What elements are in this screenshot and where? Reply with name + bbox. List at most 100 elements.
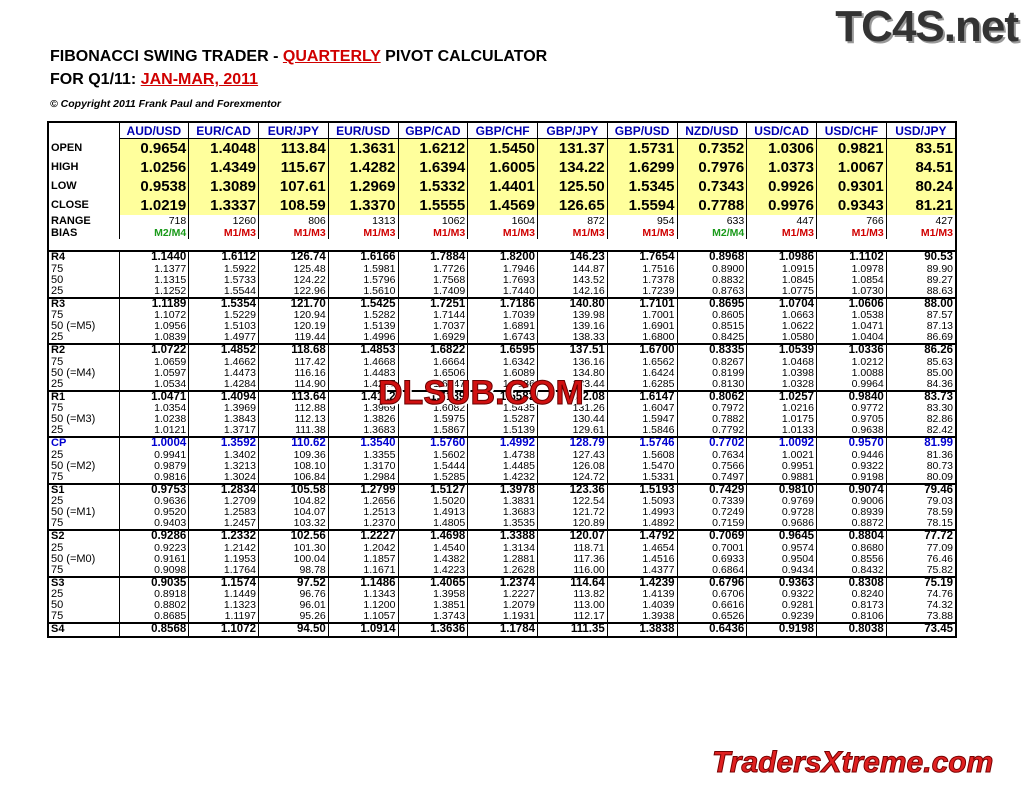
level-cell: 81.36 xyxy=(885,449,957,461)
level-cell: 0.7882 xyxy=(676,414,748,425)
level-cell: 1.2227 xyxy=(467,589,538,600)
table-row: HIGH 1.0256 1.4349 115.67 1.4282 1.6394 1.6005… xyxy=(47,158,957,177)
bias-cell: M1/M3 xyxy=(606,227,678,239)
level-cell: 1.0354 xyxy=(118,403,190,414)
level-cell: 120.89 xyxy=(537,518,608,530)
level-cell: 89.27 xyxy=(885,274,957,286)
level-cell: 0.9574 xyxy=(746,542,817,554)
level-cell: 0.8515 xyxy=(676,321,748,332)
level-cell: 0.9753 xyxy=(118,482,190,496)
price-cell: 0.9343 xyxy=(816,196,887,215)
level-cell: 1.0538 xyxy=(816,310,887,321)
subtitle-part: FOR Q1/11: xyxy=(50,71,137,88)
level-cell: 1.3958 xyxy=(397,589,469,600)
level-cell: 1.5922 xyxy=(188,263,259,275)
price-cell: 1.5450 xyxy=(467,138,538,158)
level-cell: 85.00 xyxy=(885,367,957,379)
level-cell: 85.63 xyxy=(885,356,957,368)
level-cell: 0.8804 xyxy=(816,529,887,543)
level-cell: 117.42 xyxy=(258,356,329,368)
table-row: 25 0.8918 1.1449 96.76 1.1343 1.3958 1.2227 113… xyxy=(47,589,957,600)
level-cell: 75.19 xyxy=(885,575,957,589)
level-cell: 1.4662 xyxy=(188,356,259,368)
level-cell: 1.0471 xyxy=(118,389,190,403)
table-row: 50 (=M2) 0.9879 1.3213 108.10 1.3170 1.5444 1.… xyxy=(47,460,957,472)
level-cell: 1.0956 xyxy=(118,321,190,332)
level-cell: 130.44 xyxy=(537,414,608,425)
level-cell: 142.16 xyxy=(537,285,608,298)
level-cell: 1.1764 xyxy=(188,564,259,577)
table-row: 25 0.9941 1.3402 109.36 1.3355 1.5602 1.4738 12… xyxy=(47,449,957,461)
level-cell: 1.0404 xyxy=(816,332,887,344)
level-cell: 0.9446 xyxy=(816,449,887,461)
level-cell: 1.6166 xyxy=(327,250,399,264)
range-cell: 872 xyxy=(537,215,608,227)
level-cell: 1.4698 xyxy=(397,529,469,543)
level-cell: 0.6616 xyxy=(676,600,748,611)
bias-cell: M1/M3 xyxy=(537,227,608,239)
range-cell: 1313 xyxy=(327,215,399,227)
level-cell: 111.35 xyxy=(537,622,608,637)
level-cell: 1.6595 xyxy=(467,343,538,357)
bias-cell: M1/M3 xyxy=(816,227,887,239)
title-part: PIVOT CALCULATOR xyxy=(385,48,548,65)
level-cell: 0.6796 xyxy=(676,575,748,589)
level-cell: 1.3831 xyxy=(467,496,538,507)
level-cell: 1.0238 xyxy=(118,414,190,425)
level-cell: 1.4792 xyxy=(606,529,678,543)
level-cell: 144.87 xyxy=(537,263,608,275)
price-cell: 1.5332 xyxy=(397,177,469,196)
level-cell: 112.17 xyxy=(537,611,608,623)
row-label: 75 xyxy=(47,471,120,484)
price-cell: 131.37 xyxy=(537,138,608,158)
level-cell: 0.8695 xyxy=(676,296,748,310)
level-cell: 0.8832 xyxy=(676,274,748,286)
level-cell: 1.5846 xyxy=(606,425,678,437)
level-cell: 1.1200 xyxy=(327,600,399,611)
level-cell: 0.9006 xyxy=(816,496,887,507)
level-cell: 1.3717 xyxy=(188,425,259,437)
table-row: CP 1.0004 1.3592 110.62 1.3540 1.5760 1.4992 12… xyxy=(47,436,957,450)
level-cell: 1.5867 xyxy=(397,425,469,437)
level-cell: 1.5760 xyxy=(397,436,469,450)
bias-cell: M1/M3 xyxy=(188,227,259,239)
level-cell: 1.4377 xyxy=(606,564,678,577)
level-cell: 1.6047 xyxy=(606,403,678,414)
level-cell: 95.26 xyxy=(258,611,329,623)
bias-cell: M1/M3 xyxy=(397,227,469,239)
level-cell: 1.0328 xyxy=(746,378,817,391)
level-cell: 0.7001 xyxy=(676,542,748,554)
table-row: R1 1.0471 1.4094 113.64 1.4112 1.6189 1.5582 13… xyxy=(47,389,957,403)
level-cell: 0.9686 xyxy=(746,518,817,530)
level-cell: 1.0212 xyxy=(816,356,887,368)
price-cell: 115.67 xyxy=(258,158,329,177)
level-cell: 1.3388 xyxy=(467,529,538,543)
level-cell: 0.9520 xyxy=(118,507,190,518)
level-cell: 1.6929 xyxy=(397,332,469,344)
level-cell: 1.1953 xyxy=(188,553,259,565)
column-header: EUR/USD xyxy=(327,121,399,139)
column-header: GBP/JPY xyxy=(537,121,608,139)
level-cell: 0.9570 xyxy=(816,436,887,450)
table-row: LOW 0.9538 1.3089 107.61 1.2969 1.5332 1.4401 1… xyxy=(47,177,957,196)
bias-cell: M1/M3 xyxy=(467,227,538,239)
level-cell: 0.8062 xyxy=(676,389,748,403)
level-cell: 1.1574 xyxy=(188,575,259,589)
row-label: 50 (=M3) xyxy=(47,414,120,425)
level-cell: 98.78 xyxy=(258,564,329,577)
level-cell: 0.7792 xyxy=(676,425,748,437)
table-row: S3 0.9035 1.1574 97.52 1.1486 1.4065 1.2374 114… xyxy=(47,575,957,589)
level-cell: 1.3134 xyxy=(467,542,538,554)
price-cell: 1.0067 xyxy=(816,158,887,177)
level-cell: 1.0336 xyxy=(816,343,887,357)
level-cell: 1.7186 xyxy=(467,296,538,310)
price-cell: 0.9301 xyxy=(816,177,887,196)
level-cell: 1.2628 xyxy=(467,564,538,577)
table-row: 75 0.8685 1.1197 95.26 1.1057 1.3743 1.1931 112… xyxy=(47,611,957,623)
level-cell: 0.7249 xyxy=(676,507,748,518)
level-cell: 1.0580 xyxy=(746,332,817,344)
level-cell: 110.62 xyxy=(258,436,329,450)
level-cell: 1.7654 xyxy=(606,250,678,264)
column-header: AUD/USD xyxy=(118,121,190,139)
spacer xyxy=(48,239,956,252)
